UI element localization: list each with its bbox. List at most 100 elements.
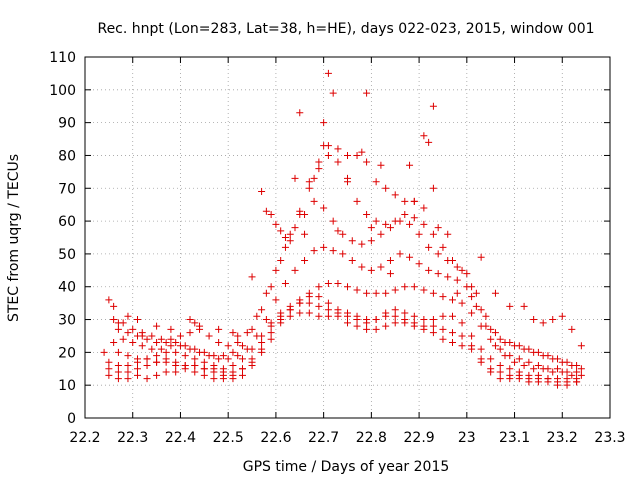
data-point bbox=[148, 345, 156, 353]
data-point bbox=[310, 247, 318, 255]
data-point bbox=[248, 355, 256, 363]
data-point bbox=[506, 365, 514, 373]
data-point bbox=[525, 375, 533, 383]
y-tick-label: 60 bbox=[58, 214, 76, 230]
data-point bbox=[549, 316, 557, 324]
data-point bbox=[496, 361, 504, 369]
data-point bbox=[267, 335, 275, 343]
data-point bbox=[114, 348, 122, 356]
data-point bbox=[463, 270, 471, 278]
data-point bbox=[229, 329, 237, 337]
data-point bbox=[396, 250, 404, 258]
data-point bbox=[367, 266, 375, 274]
data-point bbox=[363, 211, 371, 219]
data-point bbox=[415, 260, 423, 268]
data-point bbox=[181, 352, 189, 360]
x-axis-label: GPS time / Days of year 2015 bbox=[243, 459, 450, 475]
data-point bbox=[191, 368, 199, 376]
data-point bbox=[100, 348, 108, 356]
data-point bbox=[429, 230, 437, 238]
data-point bbox=[491, 342, 499, 350]
data-point bbox=[458, 319, 466, 327]
data-point bbox=[386, 224, 394, 232]
data-point bbox=[458, 266, 466, 274]
data-point bbox=[477, 253, 485, 261]
data-point bbox=[162, 368, 170, 376]
data-point bbox=[219, 352, 227, 360]
data-point bbox=[506, 339, 514, 347]
data-point bbox=[162, 339, 170, 347]
data-point bbox=[406, 253, 414, 261]
data-point bbox=[329, 89, 337, 97]
data-point bbox=[344, 151, 351, 159]
data-point bbox=[477, 306, 485, 314]
y-axis-label: STEC from uqrg / TECUs bbox=[6, 154, 22, 322]
data-point bbox=[439, 335, 447, 343]
data-point bbox=[444, 273, 452, 281]
data-point bbox=[248, 325, 256, 333]
data-point bbox=[477, 345, 485, 353]
data-point bbox=[172, 348, 180, 356]
data-point bbox=[506, 352, 514, 360]
data-point bbox=[468, 309, 476, 317]
data-point bbox=[258, 339, 266, 347]
data-point bbox=[243, 329, 251, 337]
data-point bbox=[386, 270, 394, 278]
data-point bbox=[506, 371, 514, 379]
data-point bbox=[558, 312, 566, 320]
data-point bbox=[305, 299, 313, 307]
data-point bbox=[239, 365, 246, 373]
data-point bbox=[353, 197, 361, 205]
data-point bbox=[286, 312, 294, 320]
data-point bbox=[410, 319, 418, 327]
data-point bbox=[114, 368, 122, 376]
grid-lines bbox=[85, 57, 610, 418]
x-tick-label: 23.1 bbox=[499, 430, 530, 446]
data-point bbox=[234, 352, 242, 360]
data-point bbox=[138, 342, 146, 350]
data-point bbox=[320, 119, 328, 127]
data-point bbox=[124, 352, 132, 360]
data-point bbox=[425, 138, 433, 146]
data-point bbox=[262, 316, 270, 324]
data-point bbox=[377, 161, 385, 169]
data-point bbox=[344, 174, 351, 182]
data-point bbox=[487, 335, 495, 343]
data-point bbox=[382, 289, 390, 297]
data-point bbox=[234, 339, 242, 347]
x-tick-label: 22.9 bbox=[404, 430, 435, 446]
data-point bbox=[348, 237, 356, 245]
data-point bbox=[520, 302, 528, 310]
data-point bbox=[420, 316, 428, 324]
data-point bbox=[444, 230, 452, 238]
data-point bbox=[286, 306, 294, 314]
data-point bbox=[281, 279, 289, 287]
data-point bbox=[372, 316, 380, 324]
data-point bbox=[105, 358, 113, 366]
data-point bbox=[291, 224, 299, 232]
data-point bbox=[406, 161, 414, 169]
data-point bbox=[134, 365, 141, 373]
y-tick-label: 20 bbox=[58, 345, 76, 361]
data-point bbox=[382, 322, 390, 330]
data-point bbox=[167, 325, 175, 333]
data-point bbox=[267, 283, 275, 291]
data-point bbox=[296, 109, 304, 117]
data-point bbox=[258, 345, 266, 353]
data-point bbox=[544, 365, 552, 373]
data-point bbox=[429, 184, 437, 192]
chart-title: Rec. hnpt (Lon=283, Lat=38, h=HE), days … bbox=[97, 21, 594, 37]
data-point bbox=[162, 355, 170, 363]
data-point bbox=[434, 250, 442, 258]
data-point bbox=[258, 188, 266, 196]
data-point bbox=[468, 342, 476, 350]
data-point bbox=[477, 322, 485, 330]
data-point bbox=[191, 319, 199, 327]
data-point bbox=[520, 361, 528, 369]
data-point bbox=[568, 325, 576, 333]
data-point bbox=[229, 348, 237, 356]
data-point bbox=[429, 102, 437, 110]
data-point bbox=[191, 345, 199, 353]
data-point bbox=[496, 368, 504, 376]
data-point bbox=[110, 339, 118, 347]
